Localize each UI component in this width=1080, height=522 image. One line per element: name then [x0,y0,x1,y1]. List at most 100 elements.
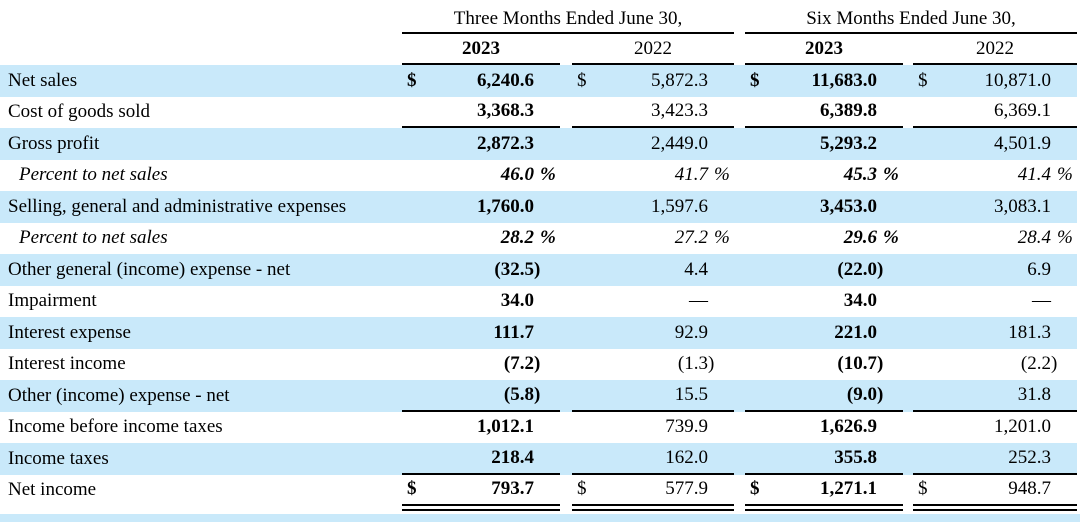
value-number: 5,293.2 [820,132,877,154]
row-label: Cost of goods sold [8,101,150,123]
value-cell: (1.3 ) [572,349,734,381]
value-number: 252.3 [1008,446,1051,468]
value-cell: 111.7 [402,317,560,349]
currency-symbol: $ [407,69,417,91]
value-cell: $ 5,872.3 [572,65,734,97]
table-body: Net sales $ 6,240.6 $ 5,872.3 $ 11,683.0… [0,65,1080,511]
value-cell: 739.9 [572,412,734,444]
value-number: (5.8 [503,383,534,405]
value-cell: $ 1,271.1 [745,475,903,506]
value-cell: (32.5 ) [402,254,560,286]
row-label: Net income [8,479,97,501]
value-cell: 92.9 [572,317,734,349]
value-cell: 27.2 % [572,223,734,255]
value-number: 4.4 [684,258,708,280]
value-number: (2.2 [1020,353,1051,375]
value-number: 6,389.8 [820,100,877,122]
value-number: 1,760.0 [477,195,534,217]
value-cell: 41.7 % [572,160,734,192]
value-number: (7.2 [503,353,534,375]
value-cell: 29.6 % [745,223,903,255]
currency-symbol: $ [750,69,760,91]
value-number: 5,872.3 [651,69,708,91]
value-number: 3,453.0 [820,195,877,217]
table-row: Percent to net sales 46.0 % 41.7 % 45.3 … [0,160,1077,192]
table-row: Income taxes 218.4 162.0 355.8 252.3 [0,443,1077,475]
value-cell: 34.0 [402,286,560,318]
value-cell: 41.4 % [913,160,1077,192]
value-number: 46.0 [500,164,534,186]
value-suffix: % [540,164,556,186]
year-header: 2023 [745,34,903,65]
value-cell: 28.2 % [402,223,560,255]
value-number: 221.0 [834,321,877,343]
value-number: 111.7 [493,321,534,343]
currency-symbol: $ [407,478,417,500]
value-number: 92.9 [674,321,708,343]
table-row: Interest income (7.2 ) (1.3 ) (10.7 ) (2… [0,349,1077,381]
value-cell: 45.3 % [745,160,903,192]
value-cell: 5,293.2 [745,128,903,160]
double-rule-segment [745,506,903,511]
value-number: 355.8 [834,446,877,468]
value-number: 3,423.3 [651,100,708,122]
period-group-header-row: Three Months Ended June 30, Six Months E… [0,5,1077,34]
value-cell: 6.9 [913,254,1077,286]
value-number: 4,501.9 [994,132,1051,154]
value-suffix: ) [877,353,884,375]
value-number: 162.0 [665,446,708,468]
value-cell: $ 10,871.0 [913,65,1077,97]
value-cell: $ 793.7 [402,475,560,506]
value-number: 739.9 [665,416,708,438]
header-spacer [0,34,400,65]
period-group-header: Three Months Ended June 30, [402,5,734,34]
value-cell: 355.8 [745,443,903,475]
value-suffix: % [540,227,556,249]
value-number: (22.0 [837,258,877,280]
table-row: Net income $ 793.7 $ 577.9 $ 1,271.1 $ 9… [0,475,1077,506]
row-label: Percent to net sales [19,227,168,249]
value-suffix: % [714,164,730,186]
row-label: Impairment [8,290,97,312]
currency-symbol: $ [918,69,928,91]
value-number: 27.2 [674,227,708,249]
value-cell: 2,449.0 [572,128,734,160]
row-label: Other (income) expense - net [8,384,230,406]
value-number: 6,240.6 [477,69,534,91]
value-cell: 3,453.0 [745,191,903,223]
value-number: 1,597.6 [651,195,708,217]
table-row: Cost of goods sold 3,368.3 3,423.3 6,389… [0,97,1077,128]
value-cell: $ 11,683.0 [745,65,903,97]
table-row: Other (income) expense - net (5.8 ) 15.5… [0,380,1077,412]
value-cell: 221.0 [745,317,903,349]
value-cell: 1,012.1 [402,412,560,444]
value-number: 41.4 [1017,164,1051,186]
value-cell: 31.8 [913,380,1077,412]
value-cell: 2,872.3 [402,128,560,160]
value-cell: (7.2 ) [402,349,560,381]
row-label: Income taxes [8,447,109,469]
value-cell: 3,083.1 [913,191,1077,223]
value-number: (1.3 [677,353,708,375]
value-number: 181.3 [1008,321,1051,343]
value-number: 1,271.1 [820,478,877,500]
value-cell: 1,597.6 [572,191,734,223]
value-number: 2,449.0 [651,132,708,154]
value-cell: 252.3 [913,443,1077,475]
value-cell: 4,501.9 [913,128,1077,160]
value-cell: (2.2 ) [913,349,1077,381]
table-row: Income before income taxes 1,012.1 739.9… [0,412,1077,444]
row-label: Income before income taxes [8,416,223,438]
value-number: 34.0 [843,290,877,312]
value-cell: (22.0 ) [745,254,903,286]
value-suffix: % [1057,164,1073,186]
value-number: 1,626.9 [820,416,877,438]
currency-symbol: $ [577,478,587,500]
value-suffix: ) [534,383,541,405]
value-number: 1,201.0 [994,416,1051,438]
value-number: 28.2 [500,227,534,249]
value-number: 948.7 [1008,478,1051,500]
value-suffix: % [1057,227,1073,249]
value-number: 3,083.1 [994,195,1051,217]
value-suffix: ) [708,353,715,375]
